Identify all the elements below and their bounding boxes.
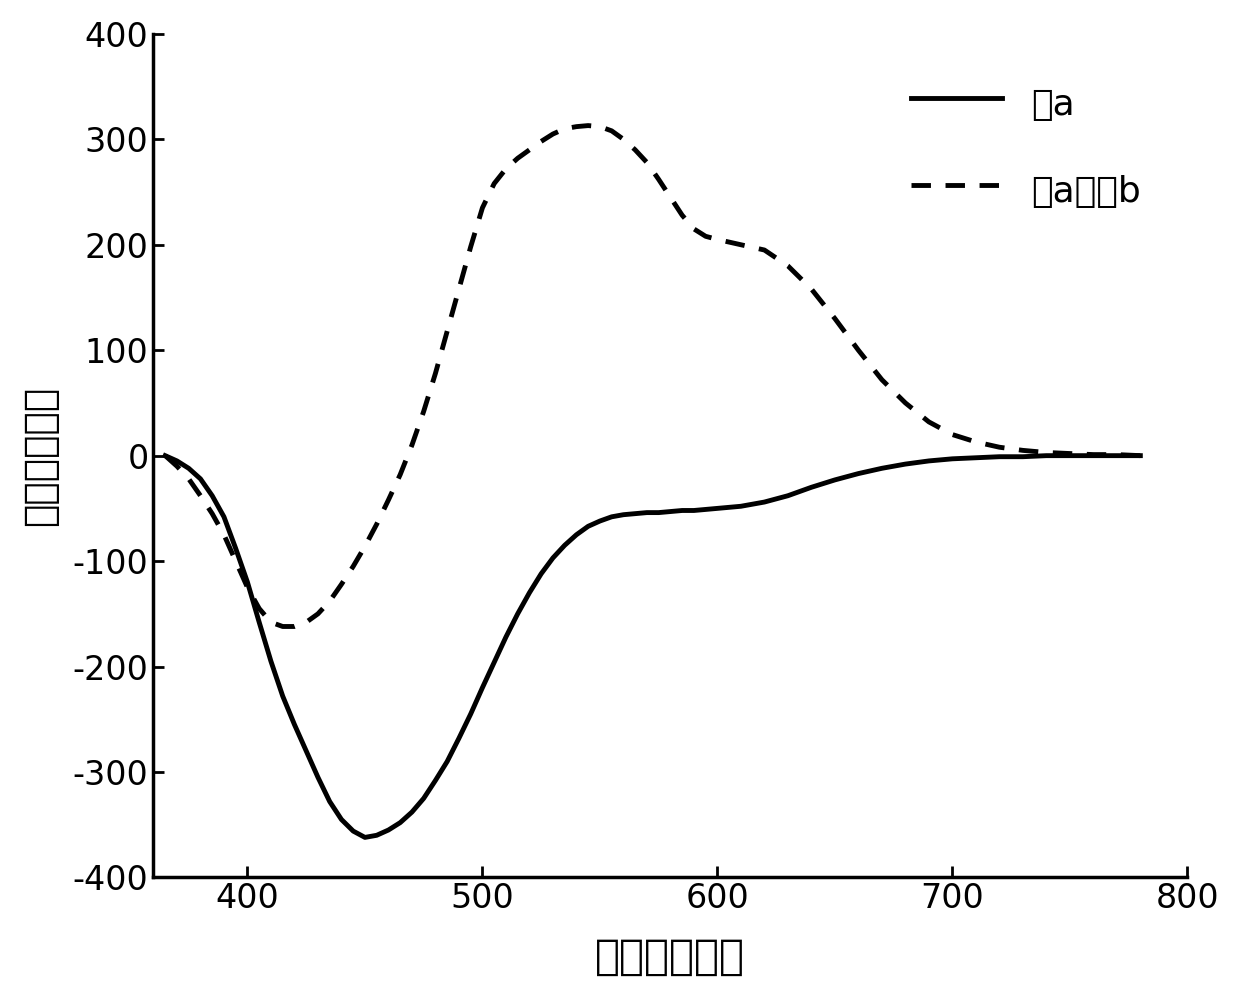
式a: [827, 474, 842, 486]
式a: [157, 450, 172, 462]
式a: [1133, 450, 1148, 462]
式a: [346, 825, 361, 837]
式a和式b: [357, 540, 372, 552]
Line: 式a: 式a: [165, 456, 1141, 837]
式a和式b: [498, 163, 513, 175]
式a和式b: [1133, 450, 1148, 462]
式a和式b: [580, 120, 595, 132]
式a和式b: [157, 450, 172, 462]
式a和式b: [275, 620, 290, 632]
式a和式b: [404, 440, 419, 452]
式a: [1039, 450, 1054, 462]
式a和式b: [217, 528, 232, 540]
式a和式b: [510, 152, 525, 164]
式a和式b: [851, 345, 866, 357]
Legend: 式a, 式a和式b: 式a, 式a和式b: [883, 52, 1169, 241]
式a: [404, 806, 419, 818]
Y-axis label: 圆偏振光强度: 圆偏振光强度: [21, 386, 58, 525]
Line: 式a和式b: 式a和式b: [165, 126, 1141, 626]
式a: [217, 510, 232, 522]
式a: [498, 631, 513, 643]
X-axis label: 波长（纳米）: 波长（纳米）: [595, 936, 745, 978]
式a: [357, 831, 372, 843]
